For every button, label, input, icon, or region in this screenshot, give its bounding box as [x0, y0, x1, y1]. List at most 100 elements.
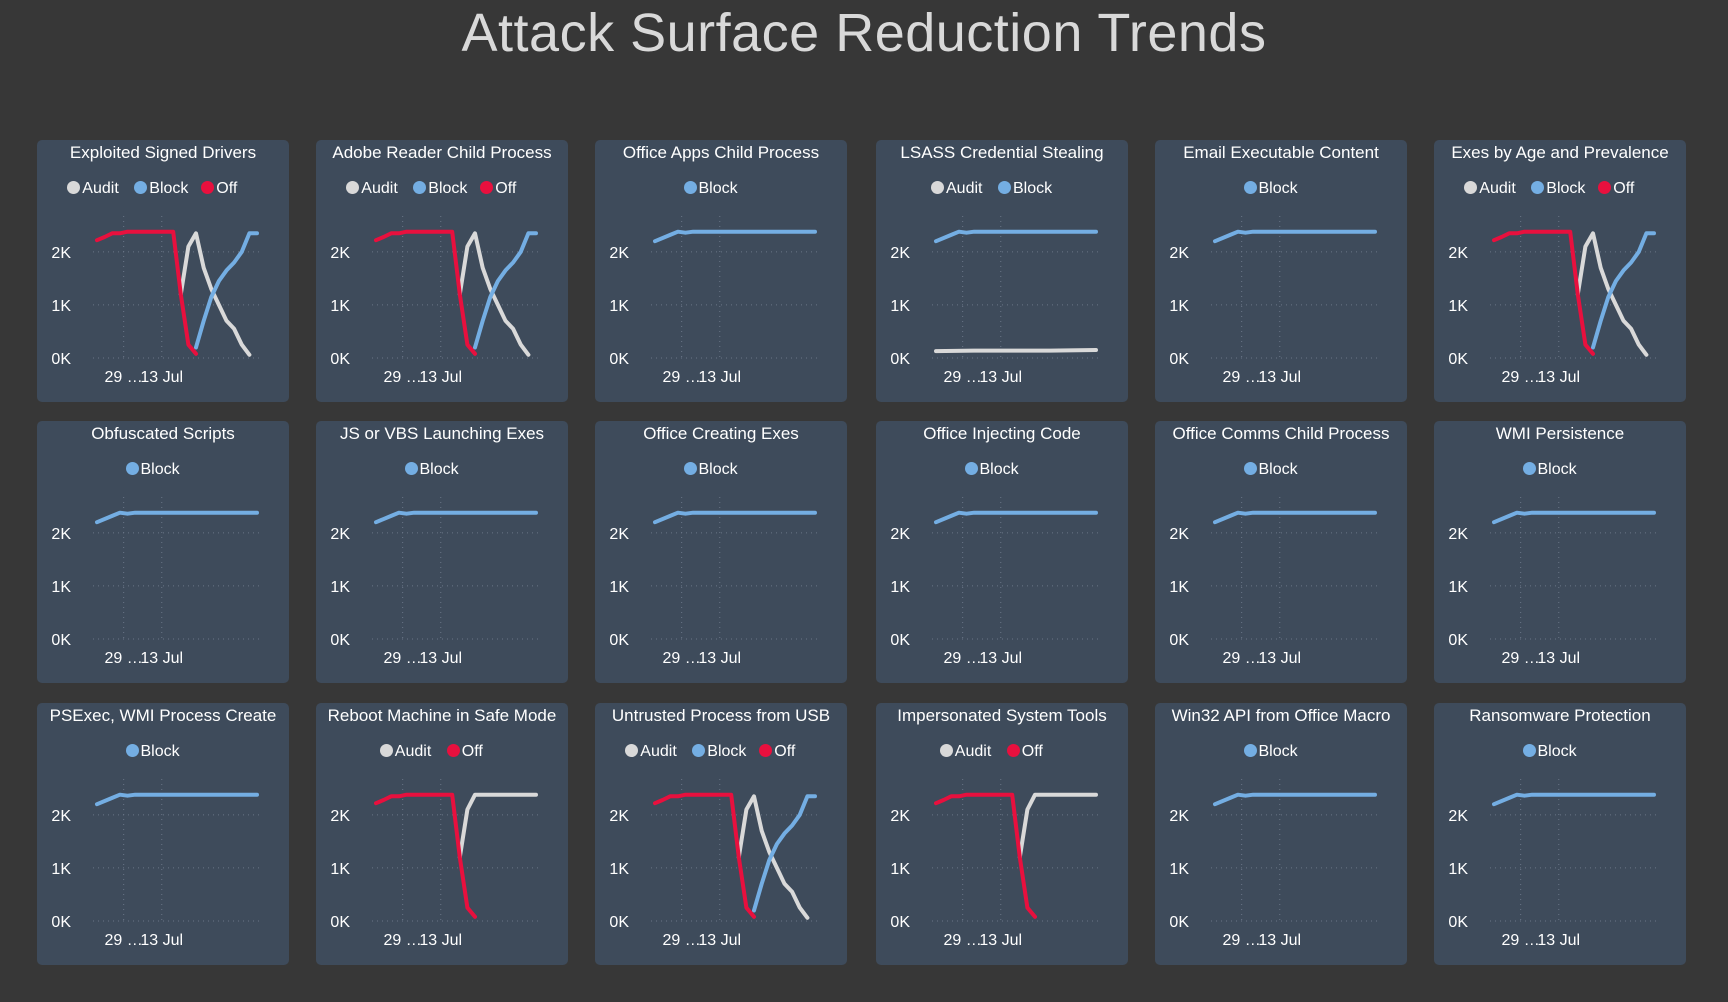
chart-title: Untrusted Process from USB	[611, 706, 831, 725]
legend-item-block[interactable]: Block	[1522, 743, 1577, 761]
legend-item-audit[interactable]: Audit	[931, 180, 982, 198]
chart-legend: Block	[37, 461, 289, 481]
chart-title: Office Injecting Code	[923, 424, 1081, 443]
legend-item-block[interactable]: Block	[1243, 743, 1298, 761]
series-line-off[interactable]	[653, 792, 756, 919]
line-chart: 0K 1K 2K 29 …13 Jul	[51, 779, 261, 949]
legend-item-audit[interactable]: Audit	[939, 743, 991, 761]
chart-title: PSExec, WMI Process Create	[49, 706, 277, 725]
chart-title: Exes by Age and Prevalence	[1451, 143, 1669, 162]
series-line-block[interactable]	[194, 231, 259, 350]
y-tick-label: 0K	[330, 351, 350, 368]
legend-dot-icon	[480, 181, 494, 194]
legend-item-block[interactable]: Block	[125, 743, 180, 761]
legend-item-off[interactable]: Off	[446, 743, 483, 761]
legend-item-block[interactable]: Block	[998, 180, 1052, 198]
chart-title: Office Creating Exes	[643, 424, 799, 443]
chart-title: Adobe Reader Child Process	[332, 143, 552, 162]
series-line-block[interactable]	[752, 794, 817, 913]
series-line-block[interactable]	[95, 792, 259, 807]
series-line-audit[interactable]	[178, 231, 252, 357]
legend-dot-icon	[446, 744, 460, 757]
legend-item-off[interactable]: Off	[1598, 180, 1634, 198]
series-line-block[interactable]	[934, 229, 1098, 244]
legend-item-block[interactable]: Block	[683, 461, 738, 479]
legend-item-audit[interactable]: Audit	[625, 743, 677, 761]
x-tick-label: 13 Jul	[419, 369, 462, 386]
series-line-block[interactable]	[1492, 792, 1656, 807]
series-line-audit[interactable]	[1017, 792, 1098, 860]
y-tick-label: 2K	[1169, 808, 1189, 825]
legend-dot-icon	[413, 181, 427, 194]
legend-dot-icon	[1531, 181, 1545, 194]
y-tick-label: 2K	[330, 526, 350, 543]
y-tick-label: 0K	[1448, 351, 1468, 368]
series-line-block[interactable]	[473, 231, 538, 350]
legend-item-off[interactable]: Off	[759, 743, 795, 761]
series-line-audit[interactable]	[457, 231, 531, 357]
y-tick-label: 1K	[890, 579, 910, 596]
series-line-block[interactable]	[95, 510, 259, 525]
chart-card-js-or-vbs-launching-exes: JS or VBS Launching Exes Block 0K 1K 2K 29 … 1…	[316, 421, 568, 683]
legend-item-block[interactable]: Block	[413, 180, 467, 198]
legend-item-off[interactable]: Off	[201, 180, 237, 198]
line-chart: 0K 1K 2K 29 …13 Jul	[1169, 779, 1379, 949]
series-line-off[interactable]	[374, 792, 477, 919]
series-line-block[interactable]	[1213, 510, 1377, 525]
x-tick-label: 29 …	[105, 650, 143, 667]
legend-item-audit[interactable]: Audit	[67, 180, 119, 198]
legend-item-block[interactable]: Block	[1243, 461, 1298, 479]
y-tick-label: 0K	[1169, 351, 1189, 368]
series-line-audit[interactable]	[1575, 231, 1649, 357]
y-tick-label: 0K	[609, 914, 629, 931]
series-line-block[interactable]	[1213, 792, 1377, 807]
legend-item-off[interactable]: Off	[480, 180, 516, 198]
y-tick-label: 1K	[330, 298, 350, 315]
legend-label: Audit	[640, 743, 677, 760]
y-tick-label: 2K	[609, 808, 629, 825]
legend-item-audit[interactable]: Audit	[379, 743, 431, 761]
series-line-audit[interactable]	[736, 794, 810, 920]
page-title: Attack Surface Reduction Trends	[461, 3, 1267, 63]
chart-card-reboot-machine-in-safe-mode: Reboot Machine in Safe Mode Audit Off 0K 1K 2…	[316, 703, 568, 965]
legend-item-audit[interactable]: Audit	[346, 180, 398, 198]
chart-card-win32-api-from-office-macro: Win32 API from Office Macro Block 0K 1K 2K 29…	[1155, 703, 1407, 965]
chart-title: Obfuscated Scripts	[91, 424, 235, 443]
legend-item-block[interactable]: Block	[1522, 461, 1577, 479]
y-tick-label: 1K	[1448, 298, 1468, 315]
series-line-audit[interactable]	[457, 792, 538, 860]
series-line-block[interactable]	[1213, 229, 1377, 244]
series-line-block[interactable]	[653, 229, 817, 244]
legend-item-off[interactable]: Off	[1006, 743, 1043, 761]
x-tick-label: 29 …	[384, 932, 422, 949]
y-tick-label: 0K	[51, 632, 71, 649]
y-tick-label: 1K	[51, 861, 71, 878]
x-tick-label: 29 …	[1502, 650, 1540, 667]
x-tick-label: 29 …	[384, 369, 422, 386]
legend-item-audit[interactable]: Audit	[1464, 180, 1516, 198]
legend-item-block[interactable]: Block	[134, 180, 188, 198]
legend-dot-icon	[683, 181, 697, 194]
legend-item-block[interactable]: Block	[692, 743, 746, 761]
legend-item-block[interactable]: Block	[404, 461, 459, 479]
y-tick-label: 2K	[330, 245, 350, 262]
line-chart: 0K 1K 2K 29 …13 Jul	[330, 216, 540, 386]
legend-item-block[interactable]: Block	[683, 180, 738, 198]
series-line-off[interactable]	[1492, 229, 1595, 356]
series-line-off[interactable]	[95, 229, 198, 356]
chart-legend: Audit Off	[316, 743, 568, 763]
series-line-off[interactable]	[374, 229, 477, 356]
series-line-block[interactable]	[374, 510, 538, 525]
legend-item-block[interactable]: Block	[1243, 180, 1298, 198]
series-line-off[interactable]	[934, 792, 1037, 919]
series-line-block[interactable]	[1591, 231, 1656, 350]
series-line-block[interactable]	[1492, 510, 1656, 525]
series-line-block[interactable]	[653, 510, 817, 525]
series-line-block[interactable]	[934, 510, 1098, 525]
y-tick-label: 0K	[890, 351, 910, 368]
legend-item-block[interactable]: Block	[964, 461, 1019, 479]
chart-legend: Block	[316, 461, 568, 481]
legend-item-block[interactable]: Block	[125, 461, 180, 479]
legend-item-block[interactable]: Block	[1531, 180, 1585, 198]
series-line-audit[interactable]	[934, 348, 1098, 354]
